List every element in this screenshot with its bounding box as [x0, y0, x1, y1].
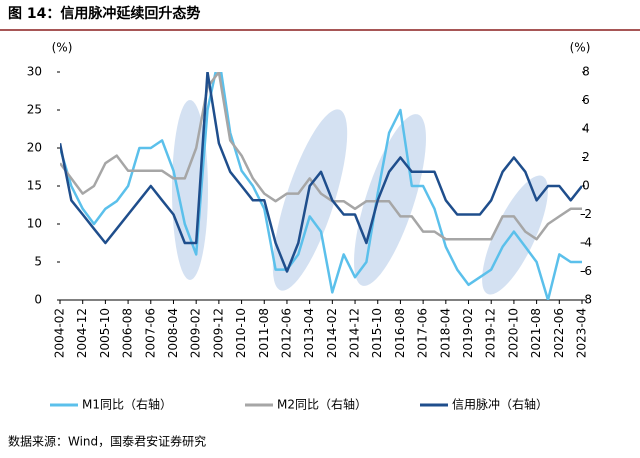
x-tick-label: 2023-04	[575, 308, 589, 358]
y2-tick-label: 2	[582, 150, 590, 164]
x-tick-label: 2016-08	[393, 308, 407, 358]
y-tick-label: 5	[34, 255, 42, 269]
x-tick-label: 2010-10	[234, 308, 248, 358]
x-tick-label: 2009-02	[189, 308, 203, 358]
x-tick-label: 2017-06	[416, 308, 430, 358]
y-tick-label: 15	[27, 179, 42, 193]
y2-tick-label: 0	[582, 179, 590, 193]
y-unit: (%)	[52, 41, 73, 55]
source-note: 数据来源：Wind，国泰君安证券研究	[8, 434, 206, 449]
legend-label: 信用脉冲（右轴）	[452, 397, 548, 412]
x-tick-label: 2004-12	[75, 308, 89, 358]
highlight	[354, 114, 426, 286]
y-tick-label: 25	[27, 103, 42, 117]
x-tick-label: 2007-06	[143, 308, 157, 358]
x-tick-label: 2018-04	[438, 308, 452, 358]
y2-tick-label: -8	[580, 293, 592, 307]
x-tick-label: 2022-06	[552, 308, 566, 358]
x-tick-label: 2021-08	[529, 308, 543, 358]
y-tick-label: 0	[34, 293, 42, 307]
x-tick-label: 2019-02	[461, 308, 475, 358]
x-tick-label: 2019-12	[484, 308, 498, 358]
x-tick-label: 2006-08	[121, 308, 135, 358]
y2-tick-label: 4	[582, 122, 590, 136]
y-tick-label: 20	[27, 141, 42, 155]
x-tick-label: 2020-10	[506, 308, 520, 358]
x-tick-label: 2014-02	[325, 308, 339, 358]
y2-tick-label: 6	[582, 93, 590, 107]
y-tick-label: 10	[27, 217, 42, 231]
y2-tick-label: -2	[580, 207, 592, 221]
plot-lines	[60, 72, 582, 300]
x-tick-label: 2011-08	[257, 308, 271, 358]
y-tick-label: 30	[27, 65, 42, 79]
series-line	[60, 72, 582, 241]
legend-label: M2同比（右轴）	[277, 397, 367, 412]
highlight	[272, 109, 348, 291]
x-tick-label: 2009-12	[211, 308, 225, 358]
x-tick-label: 2014-12	[348, 308, 362, 358]
y2-unit: (%)	[570, 41, 591, 55]
y2-tick-label: -4	[580, 236, 592, 250]
chart-title: 图 14：信用脉冲延续回升态势	[8, 5, 200, 22]
legend-label: M1同比（右轴）	[82, 397, 172, 412]
x-tick-label: 2008-04	[166, 308, 180, 358]
y2-tick-label: 8	[582, 65, 590, 79]
x-tick-label: 2005-10	[98, 308, 112, 358]
y2-tick-label: -6	[580, 264, 592, 278]
x-tick-label: 2004-02	[53, 308, 67, 358]
series-line	[60, 72, 582, 300]
series-line	[60, 72, 582, 273]
x-tick-label: 2012-06	[279, 308, 293, 358]
x-tick-label: 2015-10	[370, 308, 384, 358]
x-tick-label: 2013-04	[302, 308, 316, 358]
